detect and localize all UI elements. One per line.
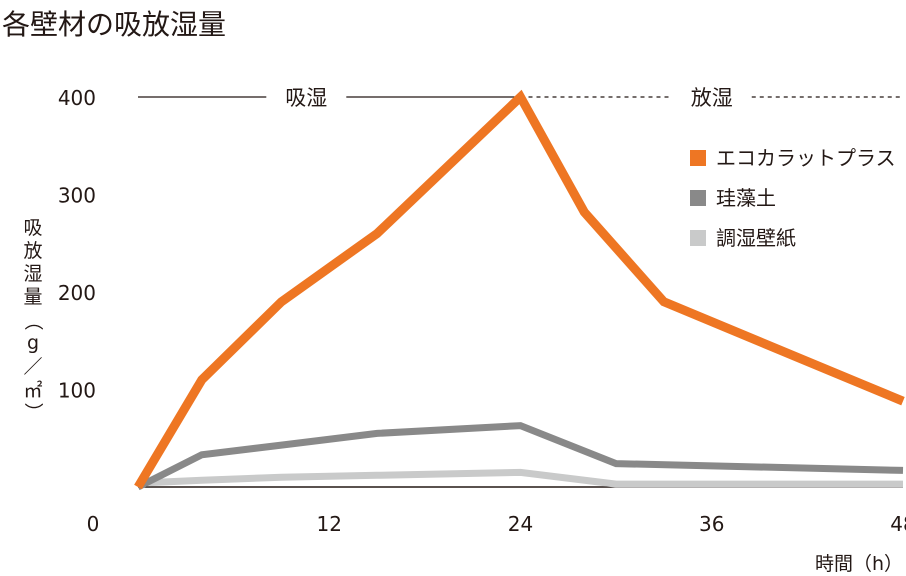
- y-axis-label-char-9: ）: [22, 402, 44, 421]
- chart-title: 各壁材の吸放湿量: [2, 8, 226, 41]
- y-axis-label-char-2: 放: [23, 240, 42, 262]
- legend-swatch: [690, 230, 706, 246]
- phase-label: 放湿: [691, 86, 733, 110]
- x-tick-label: 36: [699, 512, 724, 536]
- legend-swatch: [690, 190, 706, 206]
- x-axis-label: 時間（h）: [815, 553, 903, 575]
- series-line-2: [136, 422, 904, 491]
- y-tick-label: 200: [58, 281, 96, 305]
- y-tick-label: 300: [58, 184, 96, 208]
- x-tick-label: 0: [87, 512, 100, 536]
- y-axis-label-char-1: 吸: [23, 217, 42, 239]
- y-axis-label-char-3: 湿: [23, 263, 42, 285]
- y-axis-label-char-8: ㎡: [23, 379, 42, 402]
- legend-label: 調湿壁紙: [716, 226, 796, 250]
- series-line-1: [134, 89, 905, 490]
- y-tick-label: 100: [58, 379, 96, 403]
- y-axis-label-char-6: g: [27, 332, 39, 354]
- x-tick-label: 24: [508, 512, 533, 536]
- legend-swatch: [690, 150, 706, 166]
- y-axis-label-char-4: 量: [23, 286, 42, 308]
- x-tick-label: 12: [317, 512, 342, 536]
- phase-annotations: 吸湿 放湿: [138, 86, 903, 110]
- legend-label: 珪藻土: [716, 186, 776, 210]
- y-axis-label: 吸 放 湿 量 （ g ／ ㎡ ）: [22, 217, 44, 422]
- y-axis-label-char-5: （: [22, 311, 44, 330]
- series-line-3: [137, 468, 903, 488]
- phase-label: 吸湿: [285, 86, 327, 110]
- x-tick-label: 48: [890, 512, 906, 536]
- series-lines: [134, 89, 905, 491]
- legend-label: エコカラットプラス: [716, 146, 896, 170]
- y-tick-label: 400: [58, 86, 96, 110]
- y-axis-label-char-7: ／: [23, 356, 42, 378]
